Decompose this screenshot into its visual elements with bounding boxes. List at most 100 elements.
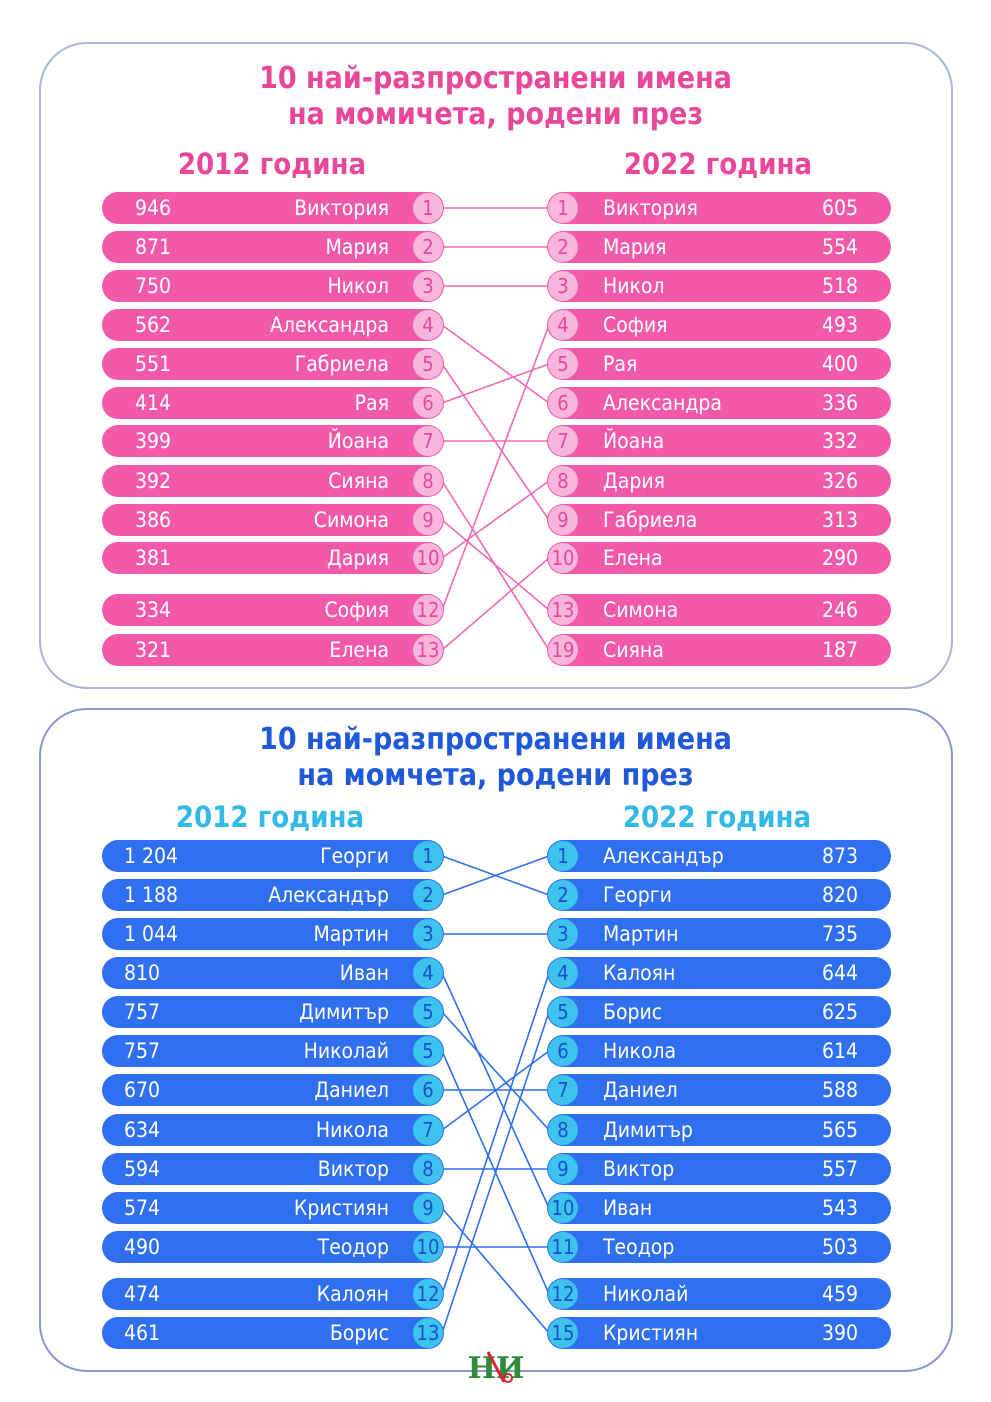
row-count: 414 <box>135 391 172 415</box>
girls-2012-row: 321 Елена 13 <box>102 634 444 666</box>
row-count: 381 <box>135 546 172 570</box>
boys-title-line2: на момчета, родени през <box>297 758 694 793</box>
row-count: 290 <box>821 546 858 570</box>
row-name: Калоян <box>603 961 676 985</box>
girls-connector-line <box>441 324 550 404</box>
rank-badge: 5 <box>413 1036 443 1066</box>
girls-2022-row: 2 Мария 554 <box>547 231 891 263</box>
boys-2022-row: 4 Калоян 644 <box>547 957 891 989</box>
rank-badge: 6 <box>413 1075 443 1105</box>
row-name: Габриела <box>294 352 389 376</box>
rank-badge: 8 <box>548 466 578 496</box>
row-count: 554 <box>821 235 858 259</box>
rank-badge: 9 <box>413 1193 443 1223</box>
boys-2022-row: 1 Александър 873 <box>547 840 891 872</box>
girls-2012-row: 414 Рая 6 <box>102 387 444 419</box>
rank-badge: 11 <box>548 1232 578 1262</box>
row-name: Габриела <box>603 508 698 532</box>
girls-2022-row: 19 Сияна 187 <box>547 634 891 666</box>
rank-badge: 15 <box>548 1318 578 1348</box>
rank-badge: 2 <box>413 232 443 262</box>
row-count: 605 <box>821 196 858 220</box>
rank-badge: 2 <box>548 232 578 262</box>
nsi-logo-icon: НИ <box>468 1351 525 1386</box>
rank-badge: 3 <box>413 271 443 301</box>
boys-right-year: 2022 година <box>622 800 812 834</box>
boys-2022-row: 7 Даниел 588 <box>547 1074 891 1106</box>
boys-2012-row: 757 Димитър 5 <box>102 996 444 1028</box>
row-count: 614 <box>821 1039 858 1063</box>
row-name: Симона <box>603 598 679 622</box>
rank-badge: 3 <box>548 271 578 301</box>
row-count: 390 <box>821 1321 858 1345</box>
row-name: Теодор <box>317 1235 389 1259</box>
girls-connector-line <box>441 363 550 521</box>
girls-left-year: 2012 година <box>177 147 367 181</box>
rank-badge: 6 <box>548 1036 578 1066</box>
girls-2022-row: 8 Дария 326 <box>547 465 891 497</box>
row-count: 461 <box>124 1321 161 1345</box>
row-count: 518 <box>821 274 858 298</box>
rank-badge: 1 <box>548 193 578 223</box>
girls-2022-row: 3 Никол 518 <box>547 270 891 302</box>
row-name: Александра <box>603 391 722 415</box>
row-count: 644 <box>821 961 858 985</box>
boys-connector-line <box>441 855 550 896</box>
girls-2012-row: 381 Дария 10 <box>102 542 444 574</box>
rank-badge: 9 <box>413 505 443 535</box>
boys-2012-row: 810 Иван 4 <box>102 957 444 989</box>
row-count: 334 <box>135 598 172 622</box>
boys-2022-row: 3 Мартин 735 <box>547 918 891 950</box>
rank-badge: 10 <box>548 543 578 573</box>
row-name: Никола <box>603 1039 677 1063</box>
row-name: Сияна <box>328 469 389 493</box>
row-count: 594 <box>124 1157 161 1181</box>
row-count: 735 <box>821 922 858 946</box>
rank-badge: 12 <box>548 1279 578 1309</box>
row-name: Елена <box>329 638 389 662</box>
row-count: 543 <box>821 1196 858 1220</box>
girls-panel <box>39 42 953 689</box>
row-count: 873 <box>821 844 858 868</box>
rank-badge: 6 <box>548 388 578 418</box>
rank-badge: 8 <box>413 466 443 496</box>
girls-2012-row: 750 Никол 3 <box>102 270 444 302</box>
rank-badge: 12 <box>413 595 443 625</box>
rank-badge: 1 <box>548 841 578 871</box>
boys-2012-row: 1 204 Георги 1 <box>102 840 444 872</box>
rank-badge: 7 <box>548 1075 578 1105</box>
row-name: Виктория <box>294 196 389 220</box>
row-count: 474 <box>124 1282 161 1306</box>
girls-2012-row: 334 София 12 <box>102 594 444 626</box>
girls-connector-line <box>441 519 550 611</box>
girls-2012-row: 399 Йоана 7 <box>102 425 444 457</box>
row-name: Никол <box>327 274 389 298</box>
row-count: 1 044 <box>124 922 179 946</box>
rank-badge: 4 <box>548 958 578 988</box>
row-name: Иван <box>603 1196 653 1220</box>
row-name: Виктор <box>603 1157 675 1181</box>
boys-2022-row: 8 Димитър 565 <box>547 1114 891 1146</box>
rank-badge: 7 <box>548 426 578 456</box>
row-name: Александър <box>603 844 724 868</box>
rank-badge: 8 <box>548 1115 578 1145</box>
row-name: Рая <box>603 352 638 376</box>
rank-badge: 1 <box>413 193 443 223</box>
row-count: 757 <box>124 1039 161 1063</box>
boys-panel <box>39 708 953 1372</box>
boys-2022-row: 12 Николай 459 <box>547 1278 891 1310</box>
row-name: Мартин <box>603 922 679 946</box>
row-name: Мария <box>325 235 389 259</box>
row-count: 246 <box>821 598 858 622</box>
row-name: Виктория <box>603 196 698 220</box>
row-count: 313 <box>821 508 858 532</box>
boys-2012-row: 1 188 Александър 2 <box>102 879 444 911</box>
row-name: Николай <box>303 1039 389 1063</box>
row-name: Йоана <box>327 429 389 453</box>
rank-badge: 5 <box>413 349 443 379</box>
girls-2012-row: 392 Сияна 8 <box>102 465 444 497</box>
row-count: 1 204 <box>124 844 179 868</box>
row-name: Георги <box>603 883 672 907</box>
row-count: 871 <box>135 235 172 259</box>
boys-2022-row: 2 Георги 820 <box>547 879 891 911</box>
